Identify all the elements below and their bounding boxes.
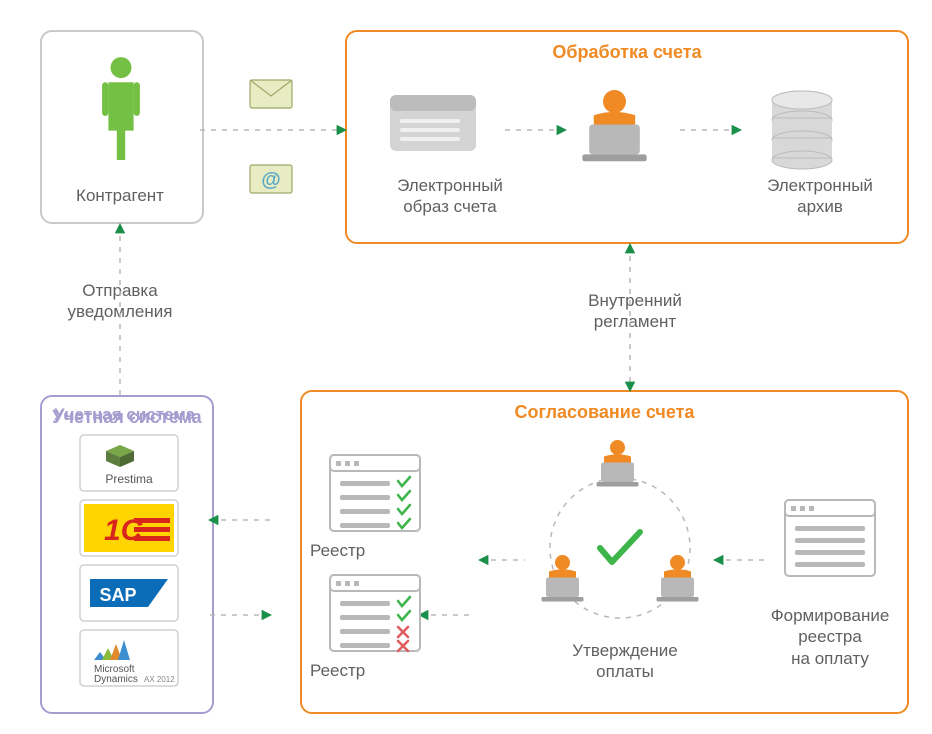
accounting-title: Учетная система: [54, 405, 196, 425]
accounting-box: Учетная система: [40, 395, 214, 714]
counterparty-label: Контрагент: [40, 185, 200, 206]
notify-label: Отправкауведомления: [50, 280, 190, 323]
svg-text:@: @: [261, 169, 281, 191]
archive-label: Электронныйархив: [740, 175, 900, 218]
envelope-icon: [250, 80, 292, 108]
approve-label: Утверждениеоплаты: [540, 640, 710, 683]
internal-label: Внутреннийрегламент: [565, 290, 705, 333]
approval-title: Согласование счета: [302, 402, 907, 423]
envelope-at-icon: @: [250, 165, 292, 193]
scan-label: Электронныйобраз счета: [370, 175, 530, 218]
registry2-label: Реестр: [310, 660, 430, 681]
registry-label: Реестр: [310, 540, 430, 561]
processing-title: Обработка счета: [347, 42, 907, 63]
form-label: Формированиереестрана оплату: [755, 605, 905, 669]
